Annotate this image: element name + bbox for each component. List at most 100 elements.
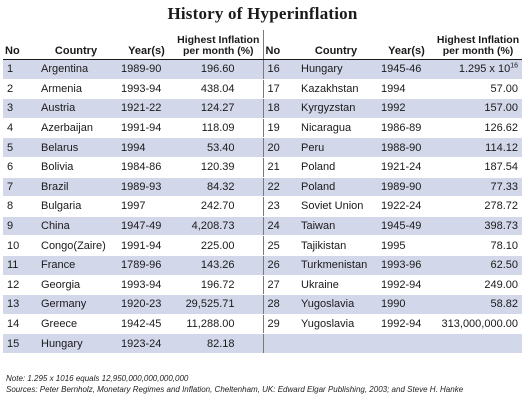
cell-country: Bolivia xyxy=(33,157,119,178)
table-row: 8 Bulgaria 1997 242.70 23 Soviet Union 1922-24… xyxy=(3,196,522,217)
cell-rate: 120.39 xyxy=(174,157,264,178)
cell-years-right: 1993-96 xyxy=(379,255,434,276)
cell-rate-right: 187.54 xyxy=(434,157,522,178)
cell-rate: 11,288.00 xyxy=(174,314,264,335)
cell-years: 1991-94 xyxy=(119,235,174,256)
cell-rate-right: 126.62 xyxy=(434,118,522,139)
cell-rate-right: 77.33 xyxy=(434,177,522,198)
cell-country: Argentina xyxy=(33,59,119,80)
cell-years: 1920-23 xyxy=(119,294,174,315)
cell-rate: 82.18 xyxy=(174,333,264,354)
cell-country-right: Soviet Union xyxy=(293,196,379,217)
cell-rate-right: 313,000,000.00 xyxy=(434,314,522,335)
header-country: Country xyxy=(33,30,119,60)
cell-no-right: 23 xyxy=(263,196,293,217)
cell-rate: 29,525.71 xyxy=(174,294,264,315)
cell-country-right: Yugoslavia xyxy=(293,314,379,335)
cell-country-right xyxy=(293,333,379,354)
cell-years-right: 1988-90 xyxy=(379,137,434,158)
cell-years-right: 1995 xyxy=(379,235,434,256)
cell-rate-right: 398.73 xyxy=(434,216,522,237)
table-row: 6 Bolivia 1984-86 120.39 21 Poland 1921-24 187.… xyxy=(3,157,522,178)
cell-no-right: 19 xyxy=(263,118,293,139)
page-title: History of Hyperinflation xyxy=(167,4,358,23)
cell-years: 1789-96 xyxy=(119,255,174,276)
cell-country: Brazil xyxy=(33,177,119,198)
header-years: Year(s) xyxy=(119,30,174,60)
cell-no-right: 25 xyxy=(263,235,293,256)
header-no-right: No xyxy=(263,30,293,60)
cell-years: 1984-86 xyxy=(119,157,174,178)
cell-rate: 242.70 xyxy=(174,196,264,217)
header-country-right: Country xyxy=(293,30,379,60)
cell-years: 1947-49 xyxy=(119,216,174,237)
cell-rate-right: 114.12 xyxy=(434,137,522,158)
cell-country-right: Taiwan xyxy=(293,216,379,237)
cell-no-right xyxy=(263,333,293,354)
cell-country-right: Peru xyxy=(293,137,379,158)
cell-rate: 438.04 xyxy=(174,79,264,100)
header-inflation-line1: Highest Inflation xyxy=(177,34,260,46)
cell-country: Hungary xyxy=(33,333,119,354)
cell-years: 1991-94 xyxy=(119,118,174,139)
cell-country-right: Nicaragua xyxy=(293,118,379,139)
cell-no-right: 28 xyxy=(263,294,293,315)
cell-country: France xyxy=(33,255,119,276)
cell-no-right: 17 xyxy=(263,79,293,100)
cell-years-right: 1992-94 xyxy=(379,275,434,296)
cell-no: 3 xyxy=(3,98,33,119)
cell-no-right: 27 xyxy=(263,275,293,296)
cell-rate-right: 58.82 xyxy=(434,294,522,315)
cell-years-right xyxy=(379,333,434,354)
cell-years-right: 1922-24 xyxy=(379,196,434,217)
header-no: No xyxy=(3,30,33,60)
cell-years-right: 1992 xyxy=(379,98,434,119)
cell-no-right: 26 xyxy=(263,255,293,276)
cell-no-right: 24 xyxy=(263,216,293,237)
cell-no: 14 xyxy=(3,314,33,335)
cell-no-right: 16 xyxy=(263,59,293,80)
cell-rate: 124.27 xyxy=(174,98,264,119)
header-inflation-line2: per month (%) xyxy=(182,45,254,57)
cell-no: 12 xyxy=(3,275,33,296)
exponent: 16 xyxy=(510,62,518,70)
note-line: Note: 1.295 x 1016 equals 12,950,000,000… xyxy=(6,374,189,383)
cell-no-right: 20 xyxy=(263,137,293,158)
cell-country: Congo(Zaire) xyxy=(33,235,119,256)
cell-rate-right: 249.00 xyxy=(434,275,522,296)
cell-rate: 143.26 xyxy=(174,255,264,276)
cell-rate: 118.09 xyxy=(174,118,264,139)
footnotes: Note: 1.295 x 1016 equals 12,950,000,000… xyxy=(6,373,521,395)
header-inflation-right: Highest Inflation per month (%) xyxy=(434,30,522,60)
cell-years-right: 1992-94 xyxy=(379,314,434,335)
table-row: 10 Congo(Zaire) 1991-94 225.00 25 Tajikistan 1… xyxy=(3,235,522,256)
cell-years: 1994 xyxy=(119,137,174,158)
cell-years: 1993-94 xyxy=(119,79,174,100)
cell-no-right: 22 xyxy=(263,177,293,198)
cell-no: 11 xyxy=(3,255,33,276)
cell-rate: 84.32 xyxy=(174,177,264,198)
cell-rate: 196.72 xyxy=(174,275,264,296)
cell-country-right: Turkmenistan xyxy=(293,255,379,276)
cell-years-right: 1989-90 xyxy=(379,177,434,198)
table-row: 12 Georgia 1993-94 196.72 27 Ukraine 1992-94 24… xyxy=(3,275,522,296)
cell-country: Armenia xyxy=(33,79,119,100)
cell-country-right: Ukraine xyxy=(293,275,379,296)
cell-country: Belarus xyxy=(33,137,119,158)
table-row: 5 Belarus 1994 53.40 20 Peru 1988-90 114.12 xyxy=(3,137,522,158)
cell-years: 1989-93 xyxy=(119,177,174,198)
header-inflation-line2-right: per month (%) xyxy=(442,45,514,57)
cell-rate-right: 1.295 x 1016 xyxy=(434,59,522,80)
cell-years-right: 1921-24 xyxy=(379,157,434,178)
cell-country-right: Tajikistan xyxy=(293,235,379,256)
cell-years-right: 1994 xyxy=(379,79,434,100)
table-row: 7 Brazil 1989-93 84.32 22 Poland 1989-90 77.33 xyxy=(3,177,522,198)
cell-rate: 53.40 xyxy=(174,137,264,158)
cell-country: Georgia xyxy=(33,275,119,296)
cell-no-right: 21 xyxy=(263,157,293,178)
table-row: 13 Germany 1920-23 29,525.71 28 Yugoslavia 199… xyxy=(3,294,522,315)
cell-rate: 225.00 xyxy=(174,235,264,256)
cell-country-right: Kazakhstan xyxy=(293,79,379,100)
table-row: 14 Greece 1942-45 11,288.00 29 Yugoslavia 1992… xyxy=(3,314,522,335)
cell-no: 2 xyxy=(3,79,33,100)
